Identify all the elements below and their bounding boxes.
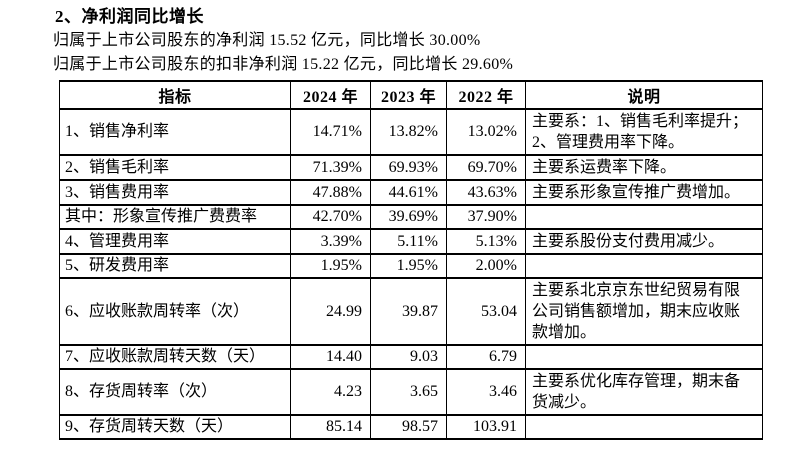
table-header-row: 指标 2024 年 2023 年 2022 年 说明 [59,80,763,110]
y2024-cell: 4.23 [290,368,371,416]
table-row: 2、销售毛利率 71.39% 69.93% 69.70% 主要系运费率下降。 [59,154,763,181]
y2022-cell: 43.63% [446,179,526,206]
y2023-cell: 98.57 [370,414,447,440]
section-title: 2、净利润同比增长 [55,7,204,26]
col-header-note: 说明 [525,80,763,110]
y2024-cell: 85.14 [290,414,371,440]
document-page: 2、净利润同比增长 归属于上市公司股东的净利润 15.52 亿元，同比增长 30… [0,7,807,451]
indicator-cell: 4、管理费用率 [59,228,291,255]
y2023-cell: 69.93% [370,154,447,181]
y2023-cell: 39.69% [370,204,447,230]
y2023-cell: 9.03 [370,344,447,370]
indicator-cell: 9、存货周转天数（天） [59,414,291,440]
y2024-cell: 24.99 [290,277,371,346]
y2024-cell: 3.39% [290,228,371,255]
y2024-cell: 47.88% [290,179,371,206]
indicator-cell: 3、销售费用率 [59,179,291,206]
note-cell [525,253,763,279]
y2024-cell: 14.40 [290,344,371,370]
y2022-cell: 3.46 [446,368,526,416]
indicator-cell: 6、应收账款周转率（次） [59,277,291,346]
indicator-cell: 5、研发费用率 [59,253,291,279]
note-cell: 主要系股份支付费用减少。 [525,228,763,255]
col-header-indicator: 指标 [59,80,291,110]
note-cell: 主要系：1、销售毛利率提升；2、管理费用率下降。 [525,108,763,156]
y2022-cell: 103.91 [446,414,526,440]
note-cell [525,344,763,370]
col-header-2022: 2022 年 [446,80,526,110]
y2022-cell: 37.90% [446,204,526,230]
y2022-cell: 53.04 [446,277,526,346]
y2024-cell: 71.39% [290,154,371,181]
note-cell: 主要系北京京东世纪贸易有限公司销售额增加，期末应收账款增加。 [525,277,763,346]
table-row: 1、销售净利率 14.71% 13.82% 13.02% 主要系：1、销售毛利率提升；2… [59,108,763,156]
table-row: 9、存货周转天数（天） 85.14 98.57 103.91 [59,414,763,440]
financial-indicators-table: 指标 2024 年 2023 年 2022 年 说明 1、销售净利率 14.71%… [59,80,763,440]
y2023-cell: 1.95% [370,253,447,279]
note-cell: 主要系优化库存管理，期末备货减少。 [525,368,763,416]
y2022-cell: 5.13% [446,228,526,255]
indicator-cell: 1、销售净利率 [59,108,291,156]
y2023-cell: 3.65 [370,368,447,416]
table-row: 6、应收账款周转率（次） 24.99 39.87 53.04 主要系北京京东世纪贸易有限… [59,277,763,346]
table-row: 5、研发费用率 1.95% 1.95% 2.00% [59,253,763,279]
y2022-cell: 2.00% [446,253,526,279]
note-cell: 主要系运费率下降。 [525,154,763,181]
indicator-cell: 8、存货周转率（次） [59,368,291,416]
table-row: 8、存货周转率（次） 4.23 3.65 3.46 主要系优化库存管理，期末备货减少。 [59,368,763,416]
col-header-2023: 2023 年 [370,80,447,110]
indicator-cell: 7、应收账款周转天数（天） [59,344,291,370]
y2023-cell: 44.61% [370,179,447,206]
y2023-cell: 13.82% [370,108,447,156]
y2023-cell: 5.11% [370,228,447,255]
y2022-cell: 69.70% [446,154,526,181]
note-cell [525,414,763,440]
table-row: 7、应收账款周转天数（天） 14.40 9.03 6.79 [59,344,763,370]
y2024-cell: 14.71% [290,108,371,156]
y2024-cell: 1.95% [290,253,371,279]
y2023-cell: 39.87 [370,277,447,346]
indicator-cell: 其中：形象宣传推广费费率 [59,204,291,230]
note-cell: 主要系形象宣传推广费增加。 [525,179,763,206]
indicator-cell: 2、销售毛利率 [59,154,291,181]
y2022-cell: 6.79 [446,344,526,370]
net-profit-summary-line: 归属于上市公司股东的净利润 15.52 亿元，同比增长 30.00% [53,32,481,49]
note-cell [525,204,763,230]
table-row: 3、销售费用率 47.88% 44.61% 43.63% 主要系形象宣传推广费增加。 [59,179,763,206]
table-row: 4、管理费用率 3.39% 5.11% 5.13% 主要系股份支付费用减少。 [59,228,763,255]
table-row: 其中：形象宣传推广费费率 42.70% 39.69% 37.90% [59,204,763,230]
col-header-2024: 2024 年 [290,80,371,110]
deducted-net-profit-summary-line: 归属于上市公司股东的扣非净利润 15.22 亿元，同比增长 29.60% [53,56,514,73]
y2024-cell: 42.70% [290,204,371,230]
y2022-cell: 13.02% [446,108,526,156]
